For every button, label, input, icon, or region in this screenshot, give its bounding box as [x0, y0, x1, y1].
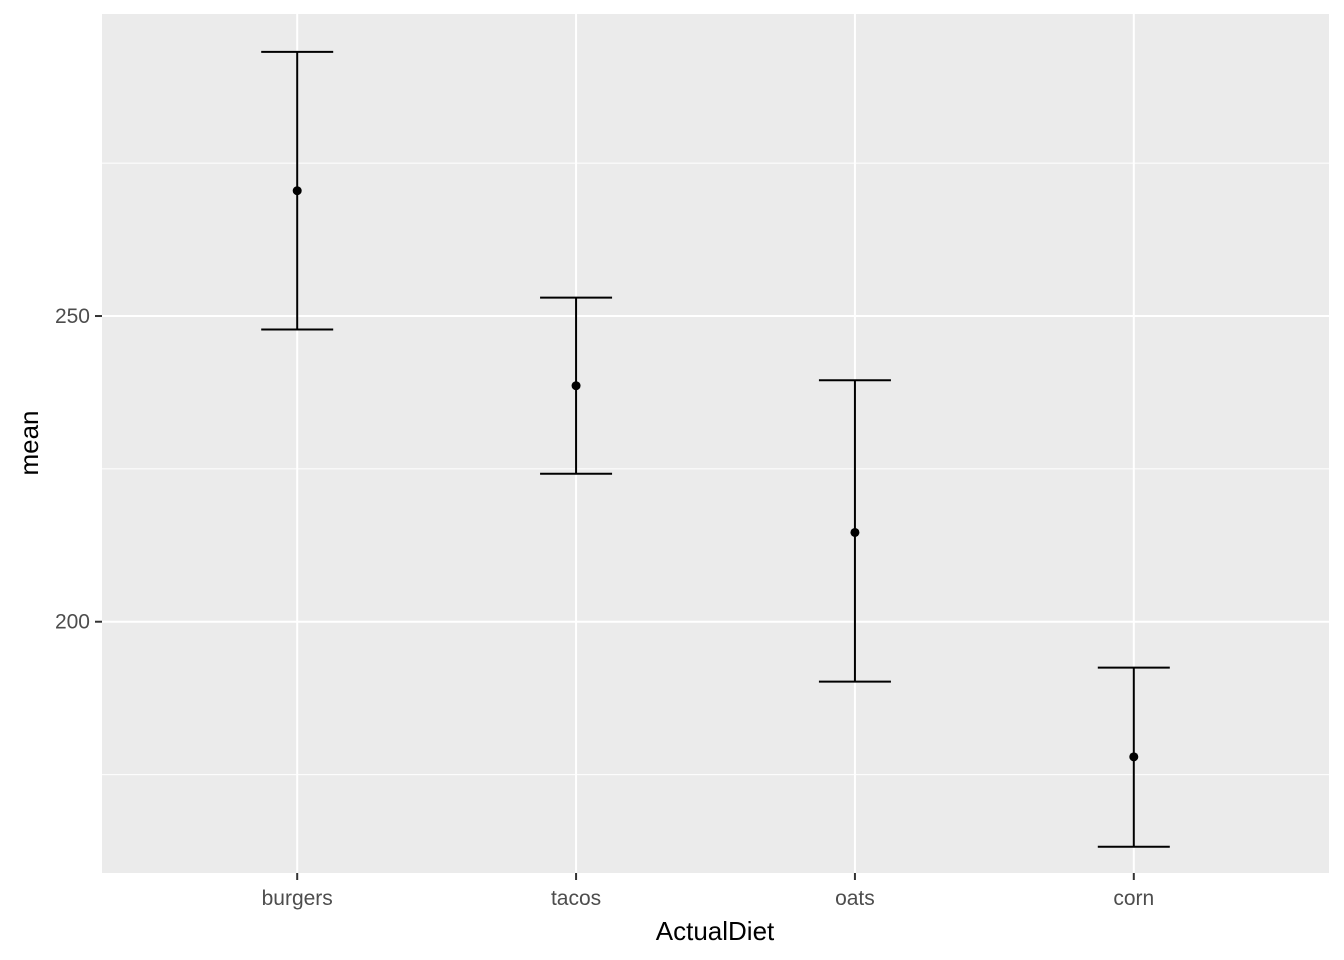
- x-tick-label: burgers: [262, 887, 333, 910]
- plot-panel: [102, 14, 1329, 873]
- y-tick-label: 200: [55, 611, 90, 634]
- y-tick-label: 250: [55, 305, 90, 328]
- mean-point-oats: [850, 527, 860, 537]
- minor-gridlines: [102, 162, 1329, 776]
- mean-point-burgers: [292, 186, 302, 196]
- x-tick-label: oats: [835, 887, 875, 910]
- y-axis: 200 250: [55, 305, 102, 634]
- mean-point-corn: [1129, 752, 1139, 762]
- x-axis: burgers tacos oats corn: [262, 873, 1154, 910]
- x-tick-label: corn: [1113, 887, 1154, 910]
- y-axis-title: mean: [14, 410, 44, 475]
- x-tick-label: tacos: [551, 887, 601, 910]
- data-marks: [261, 50, 1170, 848]
- mean-point-tacos: [571, 381, 581, 391]
- x-axis-title: ActualDiet: [656, 916, 775, 946]
